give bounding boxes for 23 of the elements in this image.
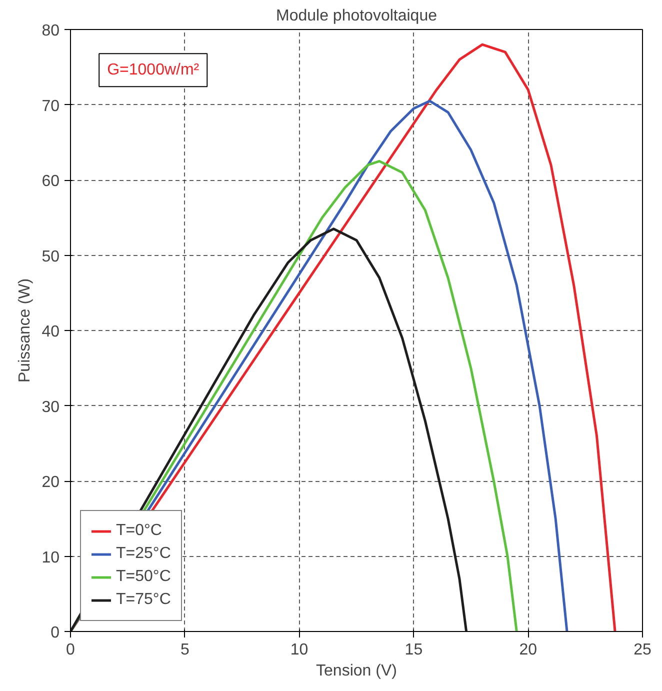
legend-label: T=0°C <box>116 522 162 540</box>
x-axis-title: Tension (V) <box>316 662 397 680</box>
x-tick-label: 10 <box>290 642 308 658</box>
x-tick-label: 0 <box>66 642 76 658</box>
y-tick-label: 70 <box>42 98 60 115</box>
x-tick-label: 20 <box>519 642 538 658</box>
y-tick-label: 60 <box>42 173 60 190</box>
y-tick-label: 10 <box>42 549 60 566</box>
x-tick-label: 25 <box>634 642 652 658</box>
legend-label: T=50°C <box>116 568 171 586</box>
x-tick-label: 5 <box>180 642 190 658</box>
y-axis-title: Puissance (W) <box>16 278 34 383</box>
y-tick-label: 50 <box>42 248 60 266</box>
x-tick-label: 15 <box>404 642 423 658</box>
y-tick-label: 40 <box>42 324 60 340</box>
chart-title: Module photovoltaique <box>276 8 438 24</box>
legend-label: T=75°C <box>116 591 171 609</box>
legend-label: T=25°C <box>116 545 171 563</box>
y-tick-label: 20 <box>42 474 60 491</box>
y-tick-label: 0 <box>50 624 60 642</box>
y-tick-label: 80 <box>42 22 60 40</box>
annotation: G=1000w/m² <box>107 62 200 79</box>
y-tick-label: 30 <box>42 398 60 416</box>
